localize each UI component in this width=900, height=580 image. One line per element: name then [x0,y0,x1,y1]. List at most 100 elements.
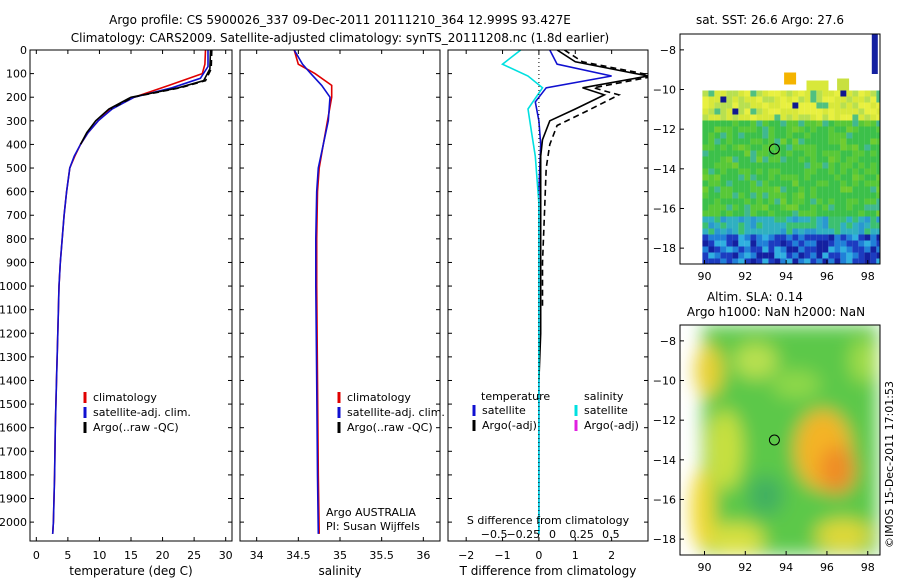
sst-cell [816,174,823,181]
sst-cell [798,222,805,229]
sst-cell [846,126,853,133]
x-tick-label: 0 [535,549,542,562]
sst-cell [732,222,739,229]
sst-cell [810,90,817,97]
sst-cell [840,168,847,175]
sst-cell [810,162,817,169]
sst-cell [756,150,763,157]
difference-top-x-label: S difference from climatology [467,514,630,527]
sst-cell [774,90,781,97]
sst-cell [858,180,865,187]
sst-cell [810,234,817,241]
sst-cell [828,162,835,169]
sst-cell [858,252,865,259]
sst-cell [768,252,775,259]
sst-cell [774,234,781,241]
sst-cell [780,162,787,169]
sst-cell [822,210,829,217]
sst-cell [804,150,811,157]
sst-cell [774,222,781,229]
sst-cell [774,186,781,193]
sst-cell [876,204,880,211]
sst-cell [732,252,739,259]
sst-cell [822,204,829,211]
sst-cell [876,120,880,127]
sst-cell [834,120,841,127]
sst-cell [804,192,811,199]
sst-cell [852,132,859,139]
sst-cell [750,114,757,121]
legend-label: satellite [584,404,628,417]
sst-cell [828,96,835,103]
sst-cell [816,108,823,115]
sst-cell [798,198,805,205]
sst-cell [792,252,799,259]
sst-cell [840,156,847,163]
sst-cell [786,156,793,163]
sla-map-frame [679,324,881,556]
sst-cell [732,258,739,264]
argo-position-marker [768,434,780,446]
sst-cell [876,222,880,229]
y-tick-label: 2000 [0,516,27,529]
sst-cell [858,186,865,193]
sst-cell [876,126,880,133]
sst-cell [792,246,799,253]
sla-blob [849,338,878,383]
sst-cell [786,240,793,247]
sst-cell [806,80,829,91]
sst-cell [786,174,793,181]
sst-cell [834,138,841,145]
sst-cell [714,222,721,229]
sst-cell [870,90,877,97]
sst-cell [738,186,745,193]
sst-cell [852,258,859,264]
sst-cell [810,108,817,115]
x-tick-label: 0 [33,549,40,562]
sst-cell [810,252,817,259]
sst-cell [756,156,763,163]
sla-map-title-1: Altim. SLA: 0.14 [707,290,803,304]
map-y-tick-label: −16 [653,493,676,506]
sst-cell [732,138,739,145]
sst-cell [834,144,841,151]
sst-cell [738,246,745,253]
sst-cell [840,252,847,259]
sst-cell [744,174,751,181]
sst-cell [774,228,781,235]
series-line-s-satellite [500,50,544,534]
sst-cell [726,168,733,175]
sst-cell [810,192,817,199]
sst-cell [744,156,751,163]
sst-cell [822,222,829,229]
sst-cell [834,246,841,253]
sst-cell [720,216,727,223]
sst-cell [858,210,865,217]
sst-cell [762,180,769,187]
sst-cell [750,156,757,163]
sst-cell [720,102,727,109]
sst-cell [804,102,811,109]
sst-cell [834,108,841,115]
sst-cell [780,198,787,205]
sst-cell [870,252,877,259]
sst-cell [738,102,745,109]
sst-cell [834,192,841,199]
sst-cell [774,210,781,217]
sst-cell [834,234,841,241]
sst-cell [846,228,853,235]
sst-cell [870,162,877,169]
sst-cell [822,90,829,97]
sst-cell [858,240,865,247]
sst-cell [744,168,751,175]
sst-cell [876,156,880,163]
sst-cell [738,150,745,157]
sst-cell [762,156,769,163]
sst-cell [858,90,865,97]
sst-cell [828,108,835,115]
sst-cell [702,204,709,211]
sst-cell [726,234,733,241]
sst-cell [870,204,877,211]
sst-cell [738,228,745,235]
sst-cell [828,258,835,264]
